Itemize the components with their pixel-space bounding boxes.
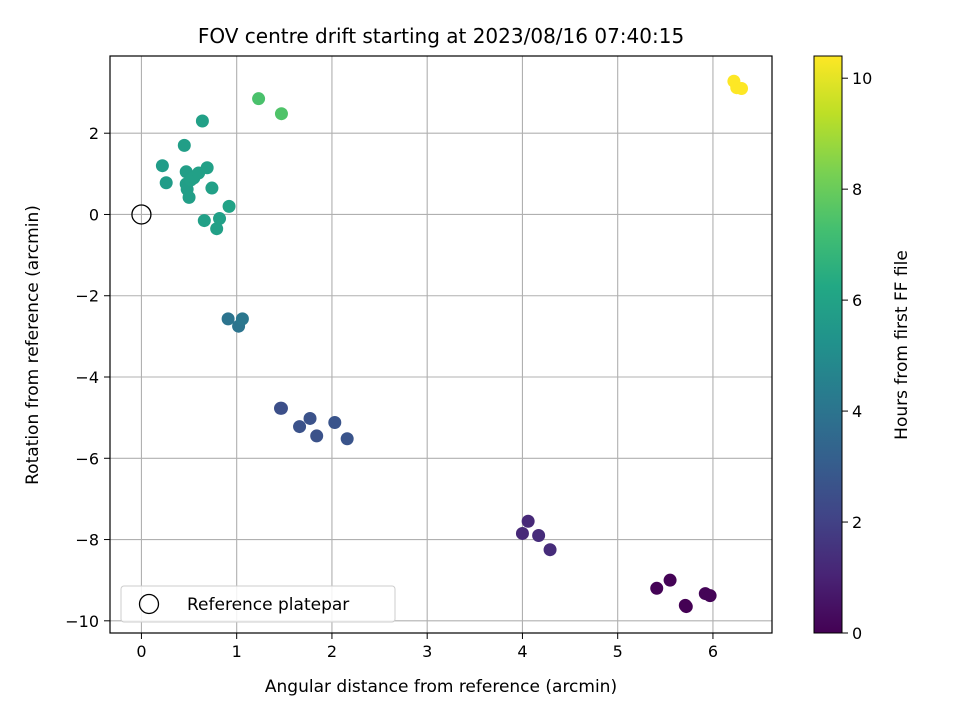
y-tick-label: −4 bbox=[75, 368, 99, 387]
x-tick-label: 1 bbox=[232, 642, 242, 661]
data-point bbox=[532, 528, 546, 542]
data-point bbox=[155, 159, 169, 173]
data-point bbox=[703, 589, 717, 603]
data-point bbox=[235, 312, 249, 326]
data-point bbox=[679, 600, 693, 614]
data-point bbox=[340, 432, 354, 446]
colorbar-tick-label: 2 bbox=[852, 513, 862, 532]
y-tick-label: −8 bbox=[75, 531, 99, 550]
data-point bbox=[310, 429, 324, 443]
colorbar-tick-label: 4 bbox=[852, 402, 862, 421]
data-point bbox=[515, 526, 529, 540]
x-axis-ticks: 0 1 2 3 4 5 6 bbox=[136, 633, 718, 661]
y-tick-label: −10 bbox=[65, 612, 99, 631]
colorbar-tick-label: 10 bbox=[852, 69, 872, 88]
y-tick-label: 0 bbox=[89, 205, 99, 224]
grid bbox=[110, 56, 772, 633]
data-point bbox=[221, 312, 235, 326]
colorbar-title: Hours from first FF file bbox=[892, 250, 912, 440]
colorbar-ticks: 0 2 4 6 8 10 bbox=[842, 69, 872, 643]
y-tick-label: 2 bbox=[89, 124, 99, 143]
data-point bbox=[205, 181, 219, 195]
data-point bbox=[274, 401, 288, 415]
data-point bbox=[222, 199, 236, 213]
x-tick-label: 0 bbox=[136, 642, 146, 661]
data-point bbox=[210, 222, 224, 236]
data-point bbox=[274, 107, 288, 121]
x-tick-label: 2 bbox=[327, 642, 337, 661]
x-axis-title: Angular distance from reference (arcmin) bbox=[265, 677, 617, 697]
data-point bbox=[213, 212, 227, 226]
colorbar-gradient bbox=[813, 55, 843, 634]
data-point bbox=[182, 190, 196, 204]
data-point bbox=[521, 514, 535, 528]
data-point bbox=[195, 114, 209, 128]
data-point bbox=[303, 411, 317, 425]
y-tick-label: −6 bbox=[75, 449, 99, 468]
y-tick-label: −2 bbox=[75, 287, 99, 306]
y-axis-ticks: −10 −8 −6 −4 −2 0 2 bbox=[65, 124, 110, 631]
chart-title: FOV centre drift starting at 2023/08/16 … bbox=[198, 24, 684, 48]
legend: Reference platepar bbox=[120, 585, 396, 623]
data-point bbox=[200, 161, 214, 175]
plot-frame bbox=[109, 55, 773, 634]
data-point bbox=[177, 138, 191, 152]
x-tick-label: 6 bbox=[708, 642, 718, 661]
data-point bbox=[252, 92, 266, 106]
data-point bbox=[650, 581, 664, 595]
colorbar-tick-label: 0 bbox=[852, 624, 862, 643]
data-point bbox=[543, 543, 557, 557]
legend-box bbox=[120, 585, 396, 623]
colorbar-tick-label: 8 bbox=[852, 180, 862, 199]
data-point bbox=[663, 573, 677, 587]
data-point bbox=[159, 176, 173, 190]
data-point bbox=[197, 214, 211, 228]
y-axis-title: Rotation from reference (arcmin) bbox=[23, 205, 43, 485]
x-tick-label: 4 bbox=[517, 642, 527, 661]
colorbar: 0 2 4 6 8 10 Hours from first FF file bbox=[813, 55, 912, 643]
data-point bbox=[328, 416, 342, 430]
reference-marker bbox=[131, 204, 152, 225]
data-point bbox=[293, 420, 307, 434]
reference-marker-group bbox=[131, 204, 152, 225]
x-tick-label: 3 bbox=[422, 642, 432, 661]
legend-reference-marker bbox=[138, 593, 160, 615]
x-tick-label: 5 bbox=[613, 642, 623, 661]
data-points bbox=[155, 74, 749, 614]
data-point bbox=[735, 82, 749, 96]
colorbar-tick-label: 6 bbox=[852, 291, 862, 310]
legend-label: Reference platepar bbox=[187, 595, 349, 615]
